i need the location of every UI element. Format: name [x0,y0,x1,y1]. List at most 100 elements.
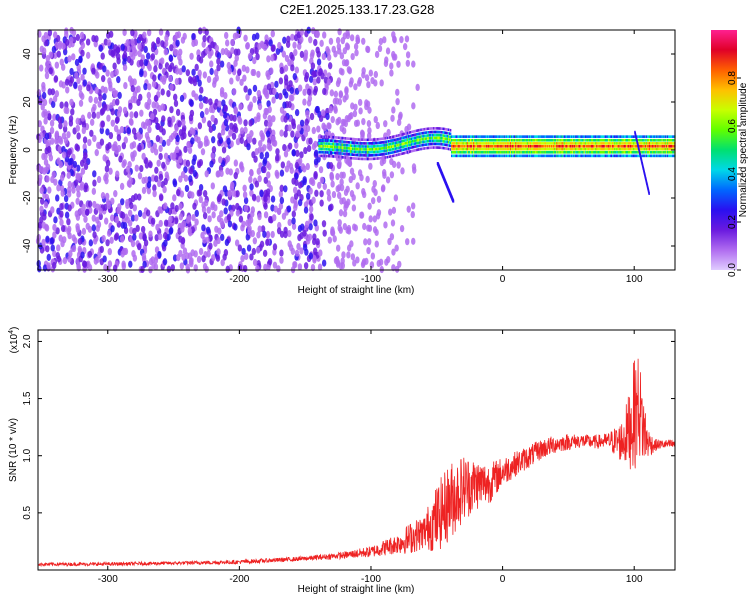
spectrogram-cell [533,154,535,158]
spectrogram-cell [127,180,132,188]
spectrogram-cell [635,142,637,145]
spectrogram-cell [289,51,294,60]
spectrogram-cell [405,138,408,142]
spectrogram-cell [401,133,403,136]
spectrogram-cell [123,136,128,144]
spectrogram-cell [326,78,331,86]
spectrogram-cell [304,118,309,126]
spectrogram-cell [604,135,607,138]
spectrogram-cell [72,160,78,169]
spectrogram-cell [544,135,547,138]
spectrogram-cell [136,131,141,139]
spectrogram-cell [66,190,72,198]
spectrogram-cell [609,144,612,148]
spectrogram-cell [595,135,597,138]
spectrogram-cell [592,147,594,151]
spectrogram-cell [428,142,431,146]
colorbar-tick-label: 0.0 [727,263,738,277]
spectrogram-cell [176,254,181,262]
spectrogram-cell [44,72,50,80]
spectrogram-cell [574,147,576,151]
spectrogram-cell [499,144,501,148]
spectrogram-cell [160,103,166,111]
spectrogram-cell [185,69,191,77]
spectrogram-cell [305,110,310,118]
spectrogram-cell [541,154,543,158]
spectrogram-cell [384,56,389,64]
spectrogram-cell [382,140,384,144]
spectrogram-cell [177,120,182,128]
spectrogram-cell [644,147,647,151]
spectrogram-cell [333,90,339,98]
spectrogram-cell [338,209,344,217]
spectrogram-cell [299,50,305,59]
spectrogram-cell [356,138,358,141]
spectrogram-cell [395,98,400,106]
spectrogram-cell [288,80,293,88]
spectrogram-cell [447,140,450,144]
spectrogram-cell [350,102,355,110]
spectrogram-cell [326,139,329,142]
spectrogram-cell [246,244,252,252]
spectrogram-cell [353,119,359,128]
spectrogram-cell [256,112,261,120]
spectrogram-cell [381,153,383,156]
spectrogram-cell [348,156,351,160]
spectrogram-cell [403,132,406,136]
spectrogram-cell [625,142,628,145]
spectrogram-cell [230,46,235,55]
spectrogram-cell [403,148,406,151]
spectrogram-cell [533,147,535,151]
spectrogram-cell [83,182,89,190]
spectrogram-cell [444,143,447,147]
spectrogram-cell [529,144,532,148]
spectrogram-cell [438,127,440,130]
spectrogram-cell [173,93,178,101]
spectrogram-cell [525,154,528,158]
spectrogram-cell [461,154,463,158]
spectrogram-cell [355,150,357,154]
spectrogram-cell [543,147,546,151]
spectrogram-cell [558,142,560,145]
y-tick-label: 40 [22,48,33,60]
spectrogram-cell [349,144,352,147]
spectrogram-cell [339,143,341,146]
spectrogram-cell [146,29,152,37]
spectrogram-cell [417,144,419,148]
spectrogram-cell [387,136,390,140]
spectrogram-cell [522,144,524,148]
spectrogram-cell [67,204,72,212]
spectrogram-cell [168,215,173,223]
spectrogram-cell [329,89,335,97]
spectrogram-cell [360,141,362,145]
spectrogram-cell [450,147,453,151]
spectrogram-cell [408,131,411,134]
spectrogram-cell [527,154,530,158]
spectrogram-cell [595,138,597,142]
spectrogram-cell [668,142,671,145]
spectrogram-cell [362,150,364,154]
spectrogram-cell [125,165,131,173]
spectrogram-cell [654,135,656,138]
spectrogram-cell [476,150,478,154]
spectrogram-cell [189,52,194,60]
spectrogram-cell [250,206,256,214]
spectrogram-cell [672,135,674,138]
spectrogram-cell [350,156,353,160]
spectrogram-cell [137,172,143,180]
spectrogram-cell [345,140,348,144]
spectrogram-cell [546,138,549,142]
spectrogram-cell [496,154,498,158]
spectrogram-cell [263,202,268,210]
spectrogram-cell [601,147,603,151]
spectrogram-cell [401,145,403,149]
spectrogram-x-ticks: -300 -200 -100 0 100 [98,30,643,285]
spectrogram-cell [368,150,371,154]
spectrogram-cell [658,144,660,148]
spectrogram-cell [442,134,444,137]
spectrogram-cell [408,150,411,154]
spectrogram-cell [616,147,618,151]
spectrogram-cell [353,141,355,145]
spectrogram-cell [257,175,262,183]
spectrogram-cell [100,192,106,200]
